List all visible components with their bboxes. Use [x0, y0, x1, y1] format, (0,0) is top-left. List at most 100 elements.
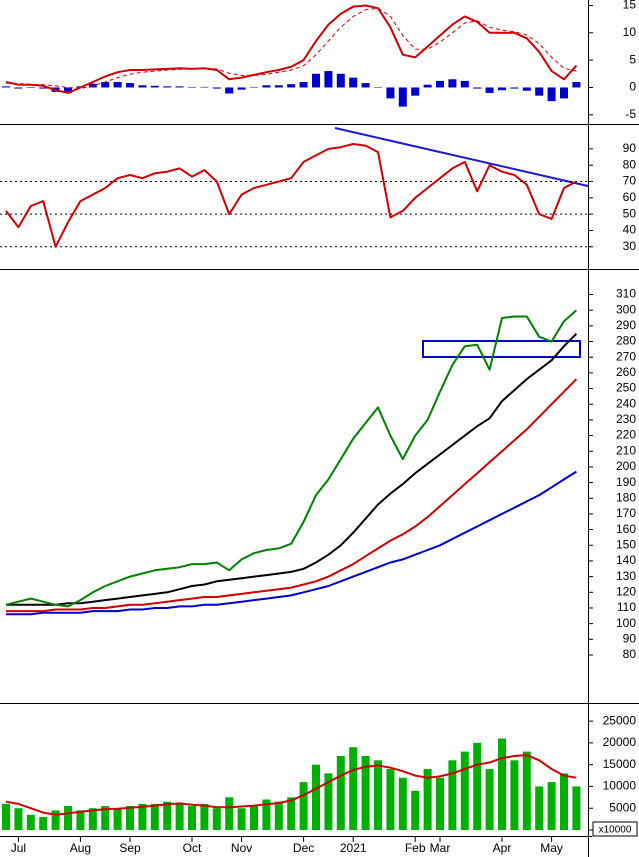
y-tick-label: 130	[616, 569, 636, 583]
bar	[64, 806, 72, 830]
bar	[386, 769, 395, 830]
bar	[473, 742, 482, 830]
bar	[39, 87, 48, 89]
bar	[250, 86, 258, 88]
y-tick-label: 210	[616, 443, 636, 457]
bar	[522, 87, 531, 91]
y-tick-label: 230	[616, 412, 636, 426]
bar	[560, 773, 568, 830]
bar	[411, 87, 420, 96]
y-tick-label: 5	[629, 52, 636, 66]
y-tick-label: 310	[616, 287, 636, 301]
bar	[336, 73, 345, 88]
series-line	[5, 143, 577, 248]
bar	[498, 87, 506, 91]
x-tick-label: Aug	[70, 841, 91, 855]
bar	[374, 87, 382, 88]
bar	[510, 87, 519, 89]
y-tick-label: 300	[616, 302, 636, 316]
bar	[113, 82, 122, 88]
y-tick-label: 90	[623, 141, 637, 155]
bar	[274, 85, 283, 88]
y-tick-label: 60	[623, 190, 637, 204]
bar	[76, 810, 85, 830]
bar	[324, 71, 333, 88]
y-tick-label: 80	[623, 647, 637, 661]
bar	[262, 799, 271, 830]
bar	[225, 797, 234, 830]
bar	[262, 85, 271, 88]
bar	[324, 773, 333, 830]
y-tick-label: 15000	[603, 757, 637, 771]
x-tick-label: Nov	[231, 841, 252, 855]
bar	[126, 806, 134, 830]
bar	[287, 84, 296, 88]
y-tick-label: 15	[623, 0, 637, 12]
y-tick-label: 110	[617, 600, 636, 614]
bar	[101, 82, 110, 88]
bar	[163, 801, 172, 830]
bar	[212, 87, 221, 89]
bar	[560, 87, 568, 99]
bar	[51, 810, 60, 830]
y-tick-label: 280	[616, 334, 636, 348]
bar	[113, 808, 122, 830]
bar	[14, 87, 23, 89]
y-tick-label: 270	[616, 349, 636, 363]
series-line	[5, 7, 577, 90]
y-tick-label: 10	[623, 25, 637, 39]
y-tick-label: 0	[629, 80, 636, 94]
bar	[2, 86, 10, 88]
y-tick-label: 20000	[603, 735, 637, 749]
bar	[175, 86, 184, 88]
bar	[126, 83, 134, 88]
x-tick-label: Sep	[119, 841, 141, 855]
range-box	[422, 340, 581, 358]
y-tick-label: 5000	[609, 800, 636, 814]
bar	[535, 786, 544, 830]
x-tick-label: Jul	[11, 841, 26, 855]
bar	[374, 760, 382, 830]
x-tick-label: Oct	[183, 841, 202, 855]
y-tick-label: 90	[623, 631, 637, 645]
series-line	[6, 470, 577, 616]
bar	[88, 808, 97, 830]
y-tick-label: 260	[616, 365, 636, 379]
bar	[547, 87, 556, 102]
bar	[175, 803, 184, 830]
bar	[274, 801, 283, 830]
bar	[411, 790, 420, 830]
y-tick-label: 140	[616, 553, 636, 567]
bar	[547, 782, 556, 830]
bar	[200, 86, 209, 88]
y-tick-label: 100	[616, 616, 636, 630]
bar	[436, 777, 444, 830]
bar	[510, 760, 519, 830]
y-tick-label: 150	[616, 537, 636, 551]
bar	[188, 806, 196, 830]
y-tick-label: 180	[616, 490, 636, 504]
series-line	[6, 332, 578, 606]
series-line	[5, 309, 578, 608]
unit-box	[592, 821, 638, 837]
bar	[473, 87, 482, 89]
bar	[138, 85, 147, 88]
y-tick-label: 40	[623, 223, 637, 237]
bar	[26, 814, 35, 830]
y-tick-label: 50	[623, 206, 637, 220]
bar	[423, 769, 432, 830]
bar	[349, 747, 358, 830]
bar	[448, 760, 457, 830]
series-line	[5, 754, 577, 816]
x-tick-label: May	[540, 841, 563, 855]
y-tick-label: 240	[616, 396, 636, 410]
bar	[39, 816, 48, 830]
bar	[212, 808, 221, 830]
y-tick-label: 70	[623, 174, 637, 188]
trend-line	[334, 127, 589, 187]
bar	[312, 73, 320, 88]
bar	[572, 82, 581, 88]
bar	[398, 777, 407, 830]
